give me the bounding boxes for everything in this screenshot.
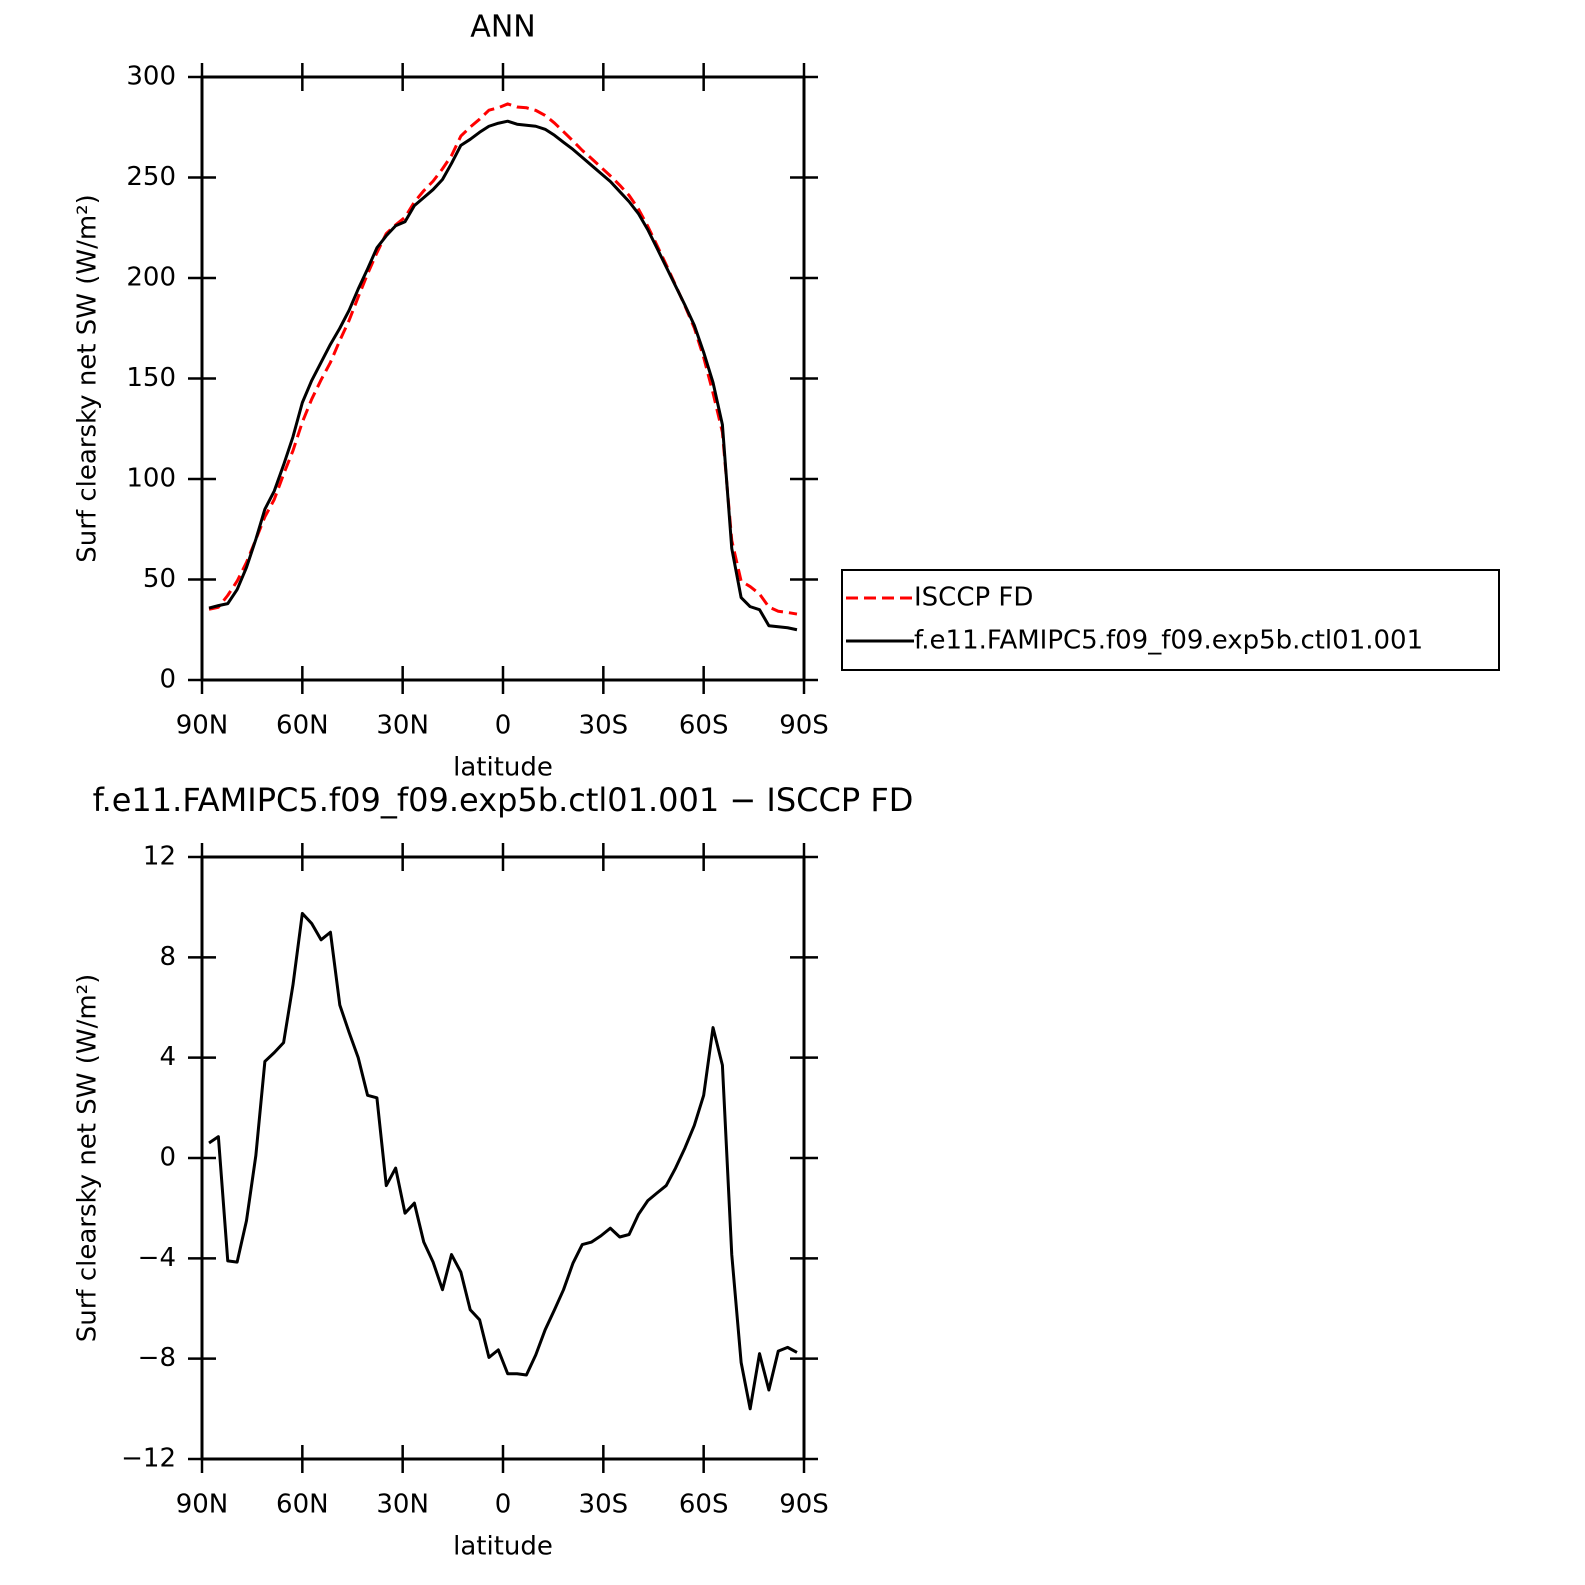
y-tick-label: 50 [143, 564, 176, 594]
x-tick-label: 30N [376, 711, 429, 741]
y-tick-label: 8 [159, 942, 176, 972]
data-line [208, 119, 798, 632]
data-line [208, 911, 798, 1411]
chart-title: f.e11.FAMIPC5.f09_f09.exp5b.ctl01.001 − … [93, 781, 914, 819]
x-axis-label: latitude [453, 753, 553, 783]
legend-label: ISCCP FD [914, 583, 1033, 613]
x-tick-label: 60N [276, 1490, 329, 1520]
x-tick-label: 30S [579, 1490, 629, 1520]
x-tick-label: 30S [579, 711, 629, 741]
y-tick-label: 250 [126, 162, 176, 192]
legend-box [841, 569, 1500, 671]
x-tick-label: 90S [779, 711, 829, 741]
y-tick-label: 200 [126, 263, 176, 293]
y-tick-label: 4 [159, 1042, 176, 1072]
plot-frame [200, 855, 806, 1461]
x-tick-label: 60S [679, 711, 729, 741]
y-tick-label: 100 [126, 464, 176, 494]
data-line [208, 102, 798, 616]
x-axis-label: latitude [453, 1532, 553, 1562]
y-tick-label: 150 [126, 363, 176, 393]
x-tick-label: 90S [779, 1490, 829, 1520]
y-axis-label: Surf clearsky net SW (W/m²) [73, 974, 103, 1342]
y-axis-label: Surf clearsky net SW (W/m²) [73, 194, 103, 562]
chart-title: ANN [470, 10, 535, 45]
x-tick-label: 90N [176, 1490, 229, 1520]
plot-frame [200, 75, 806, 682]
x-tick-label: 0 [495, 1490, 512, 1520]
legend-label: f.e11.FAMIPC5.f09_f09.exp5b.ctl01.001 [914, 626, 1423, 656]
y-tick-label: 0 [159, 1143, 176, 1173]
y-tick-label: −12 [121, 1444, 176, 1474]
y-tick-label: 12 [143, 842, 176, 872]
y-tick-label: −4 [138, 1243, 176, 1273]
x-tick-label: 30N [376, 1490, 429, 1520]
y-tick-label: 300 [126, 62, 176, 92]
x-tick-label: 60S [679, 1490, 729, 1520]
x-tick-label: 60N [276, 711, 329, 741]
x-tick-label: 90N [176, 711, 229, 741]
y-tick-label: 0 [159, 665, 176, 695]
x-tick-label: 0 [495, 711, 512, 741]
y-tick-label: −8 [138, 1343, 176, 1373]
